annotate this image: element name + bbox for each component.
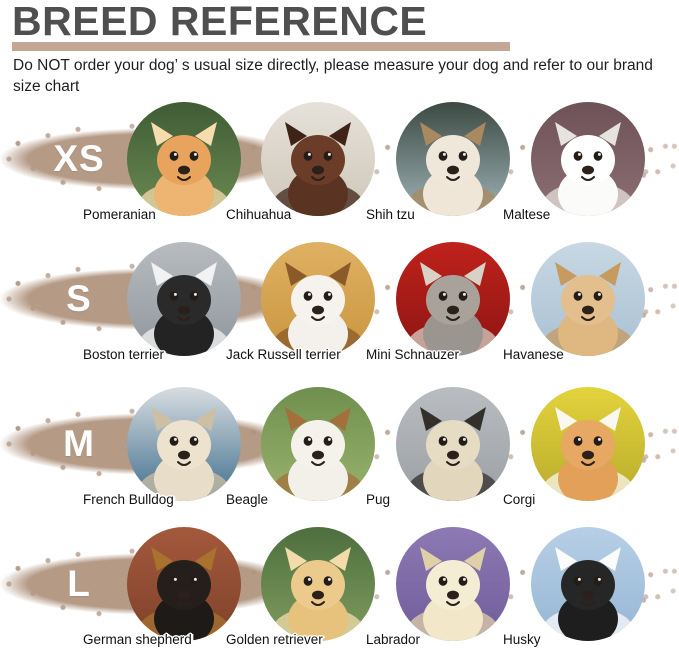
breed-cell[interactable]: Corgi bbox=[503, 387, 645, 507]
breed-cell[interactable]: Havanese bbox=[503, 242, 645, 362]
breed-name-label: Beagle bbox=[226, 492, 269, 507]
breed-name-label: Husky bbox=[503, 632, 541, 647]
breed-name-label: Chihuahua bbox=[226, 207, 292, 222]
size-label-l: L bbox=[67, 563, 91, 604]
breed-cell[interactable]: Pug bbox=[366, 387, 510, 507]
labrador-photo bbox=[396, 527, 510, 641]
size-label-m: M bbox=[63, 423, 95, 464]
german-shepherd-photo bbox=[127, 527, 241, 641]
jack-russell-terrier-photo bbox=[261, 242, 375, 356]
breed-cell[interactable]: Pomeranian bbox=[83, 102, 241, 222]
pomeranian-photo bbox=[127, 102, 241, 216]
breed-cell[interactable]: French Bulldog bbox=[83, 387, 241, 507]
size-row-m: M French Bulldog bbox=[0, 381, 679, 521]
size-row-l: L German shepherd bbox=[0, 521, 679, 661]
breed-cell[interactable]: Husky bbox=[503, 527, 645, 647]
breed-cell[interactable]: Mini Schnauzer bbox=[366, 242, 510, 362]
breed-cell[interactable]: Beagle bbox=[226, 387, 375, 507]
breed-name-label: Pug bbox=[366, 492, 391, 507]
breed-cell[interactable]: Labrador bbox=[366, 527, 510, 647]
breed-name-label: Maltese bbox=[503, 207, 551, 222]
mini-schnauzer-photo bbox=[396, 242, 510, 356]
breed-name-label: German shepherd bbox=[83, 632, 192, 647]
breed-name-label: Mini Schnauzer bbox=[366, 347, 460, 362]
breed-cell[interactable]: Golden retriever bbox=[226, 527, 375, 647]
page-title: BREED REFERENCE bbox=[12, 0, 428, 44]
breed-name-label: Havanese bbox=[503, 347, 564, 362]
size-label-s: S bbox=[66, 278, 92, 319]
size-row-s: S Boston terrier bbox=[0, 236, 679, 376]
husky-photo bbox=[531, 527, 645, 641]
corgi-photo bbox=[531, 387, 645, 501]
breed-cell[interactable]: Chihuahua bbox=[226, 102, 375, 222]
boston-terrier-photo bbox=[127, 242, 241, 356]
golden-retriever-photo bbox=[261, 527, 375, 641]
breed-name-label: Boston terrier bbox=[83, 347, 165, 362]
pug-photo bbox=[396, 387, 510, 501]
beagle-photo bbox=[261, 387, 375, 501]
shih-tzu-photo bbox=[396, 102, 510, 216]
breed-name-label: Corgi bbox=[503, 492, 536, 507]
breed-name-label: Shih tzu bbox=[366, 207, 415, 222]
maltese-photo bbox=[531, 102, 645, 216]
breed-name-label: Pomeranian bbox=[83, 207, 156, 222]
breed-cell[interactable]: Maltese bbox=[503, 102, 645, 222]
breed-cell[interactable]: Shih tzu bbox=[366, 102, 510, 222]
chihuahua-photo bbox=[261, 102, 375, 216]
breed-cell[interactable]: Jack Russell terrier bbox=[226, 242, 375, 362]
size-row-xs: XS Pomeranian bbox=[0, 96, 679, 236]
size-label-xs: XS bbox=[53, 138, 105, 179]
title-underline-rule bbox=[12, 42, 510, 51]
breed-name-label: French Bulldog bbox=[83, 492, 174, 507]
french-bulldog-photo bbox=[127, 387, 241, 501]
page-subtitle: Do NOT order your dog’ s usual size dire… bbox=[13, 57, 653, 95]
havanese-photo bbox=[531, 242, 645, 356]
breed-name-label: Golden retriever bbox=[226, 632, 323, 647]
breed-name-label: Labrador bbox=[366, 632, 421, 647]
breed-cell[interactable]: Boston terrier bbox=[83, 242, 241, 362]
breed-name-label: Jack Russell terrier bbox=[226, 347, 341, 362]
breed-cell[interactable]: German shepherd bbox=[83, 527, 241, 647]
